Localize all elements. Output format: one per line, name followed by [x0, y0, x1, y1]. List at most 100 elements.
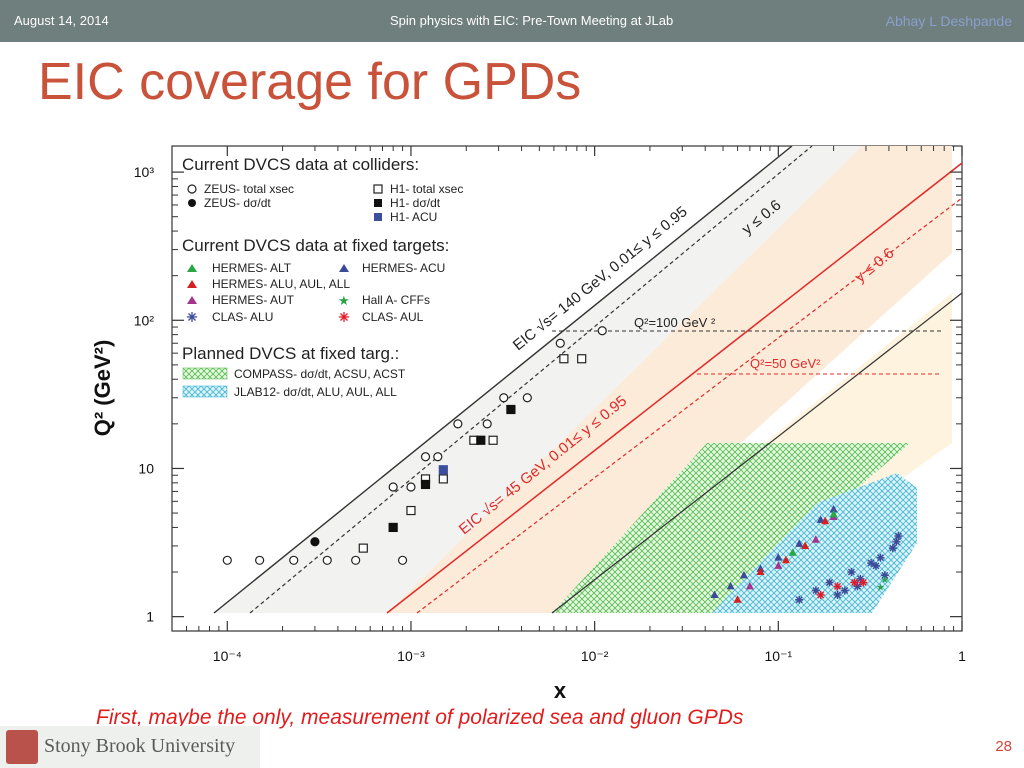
- point-zeus-total: [597, 326, 607, 336]
- legend-zeus-dsdt-marker: [188, 199, 196, 207]
- legend-h1-dsdt-marker: [374, 199, 382, 207]
- eic140-boundary-line: [213, 146, 793, 614]
- y-tick-label: 10³: [134, 164, 155, 180]
- legend-clas-alu-marker: [187, 312, 197, 322]
- point-zeus-total: [482, 419, 492, 429]
- point-clas-alu: [888, 544, 897, 553]
- legend-halla-cff: Hall A- CFFs: [362, 293, 430, 307]
- point-h1-total: [577, 354, 587, 364]
- legend-hermes-alt-marker: [187, 264, 197, 272]
- point-hermes-aut: [774, 561, 783, 569]
- point-hermes-alt: [788, 548, 797, 556]
- y-tick-label: 10²: [134, 312, 155, 328]
- point-clas-alu: [867, 559, 876, 568]
- point-h1-dsdt: [388, 522, 398, 533]
- point-clas-alu: [853, 582, 862, 591]
- point-clas-alu: [795, 595, 804, 604]
- annotation-q2-100: Q²=100 GeV ²: [634, 315, 716, 330]
- point-h1-dsdt: [506, 404, 516, 415]
- point-h1-total: [438, 474, 448, 484]
- legend-h1-dsdt: H1- dσ/dt: [390, 196, 441, 210]
- eic45-boundary-line: [386, 162, 962, 614]
- university-name: Stony Brook University: [44, 735, 236, 757]
- eic140-y06-line: [249, 146, 813, 614]
- point-hermes-alu: [821, 516, 830, 525]
- author-name: Abhay L Deshpande: [885, 13, 1012, 29]
- point-zeus-total: [406, 482, 416, 492]
- point-zeus-total: [555, 338, 565, 348]
- y-tick-label: 1: [146, 609, 154, 625]
- eic45-band: [387, 146, 952, 613]
- legend-hermes-alu: HERMES- ALU, AUL, ALL: [212, 277, 350, 291]
- point-hermes-acu: [829, 504, 838, 513]
- point-zeus-total: [255, 555, 265, 565]
- point-clas-alu: [856, 574, 865, 583]
- point-h1-dsdt: [476, 435, 486, 445]
- point-zeus-total: [397, 555, 408, 565]
- point-clas-alu: [825, 578, 834, 587]
- legend-jlab12: JLAB12- dσ/dt, ALU, AUL, ALL: [234, 385, 397, 399]
- point-h1-total: [358, 543, 368, 553]
- point-zeus-total: [420, 452, 431, 462]
- legend-h1-total-marker: [373, 184, 383, 194]
- point-clas-alu: [880, 571, 889, 580]
- point-hermes-alu: [756, 567, 765, 576]
- point-clas-alu: [847, 568, 856, 577]
- point-zeus-total: [433, 452, 443, 462]
- slide-title: EIC coverage for GPDs: [38, 53, 582, 111]
- legend-fixed-header: Current DVCS data at fixed targets:: [182, 236, 449, 255]
- point-h1-total: [406, 505, 416, 516]
- legend-jlab12-swatch: [182, 385, 228, 398]
- legend-hermes-acu: HERMES- ACU: [362, 261, 445, 275]
- point-h1-dsdt: [420, 479, 431, 490]
- point-h1-total: [559, 354, 569, 364]
- point-hermes-alu: [781, 555, 790, 564]
- y-axis-label: Q² (GeV²): [90, 340, 115, 437]
- annotation-q2-50: Q²=50 GeV²: [750, 356, 821, 371]
- point-hermes-alt: [829, 509, 838, 518]
- point-hermes-acu: [710, 590, 719, 598]
- point-clas-alu: [876, 553, 885, 562]
- legend-colliders-header: Current DVCS data at colliders:: [182, 155, 419, 174]
- chart-container: 10⁻⁴ 10⁻³ 10⁻² 10⁻¹ 1 1 10 10² 10³ ★ ★ EIC √s= 14…: [72, 143, 980, 703]
- slide-date: August 14, 2014: [14, 13, 109, 28]
- x-tick-label: 1: [958, 648, 966, 664]
- point-halla-cff: ★: [880, 575, 889, 586]
- point-h1-total: [488, 435, 498, 445]
- legend-compass: COMPASS- dσ/dt, ACSU, ACST: [234, 367, 406, 381]
- legend-hermes-alt: HERMES- ALT: [212, 261, 292, 275]
- axes: 10⁻⁴ 10⁻³ 10⁻² 10⁻¹ 1 1 10 10² 10³: [134, 146, 966, 664]
- x-tick-label: 10⁻³: [397, 648, 425, 664]
- point-zeus-total: [351, 555, 361, 565]
- point-clas-alu: [871, 561, 880, 570]
- point-clas-aul: [850, 578, 859, 587]
- slide-caption: First, maybe the only, measurement of po…: [96, 706, 744, 729]
- jlab12-region: [712, 473, 917, 613]
- point-hermes-alu: [801, 541, 810, 549]
- point-zeus-total: [289, 555, 299, 565]
- point-hermes-alu: [733, 595, 742, 603]
- legend-clas-aul: CLAS- AUL: [362, 310, 424, 324]
- point-zeus-total: [222, 555, 232, 565]
- point-clas-alu: [811, 586, 820, 595]
- x-tick-label: 10⁻⁴: [213, 648, 242, 664]
- point-zeus-total: [322, 555, 332, 565]
- point-zeus-total: [453, 419, 463, 429]
- point-hermes-aut: [811, 535, 820, 543]
- x-tick-label: 10⁻²: [581, 648, 609, 664]
- point-zeus-total: [388, 482, 398, 492]
- compass-region: [552, 443, 910, 613]
- legend-h1-total: H1- total xsec: [390, 182, 463, 196]
- legend-hermes-alu-marker: [187, 280, 197, 288]
- legend-zeus-total: ZEUS- total xsec: [204, 182, 294, 196]
- eic140-band: [214, 146, 862, 613]
- legend-clas-alu: CLAS- ALU: [212, 310, 273, 324]
- point-hermes-acu: [816, 515, 825, 523]
- legend-h1-acu: H1- ACU: [390, 210, 437, 224]
- point-hermes-acu: [795, 539, 804, 547]
- legend-halla-cff-marker: ★: [338, 293, 350, 308]
- point-zeus-dsdt: [310, 537, 320, 547]
- point-halla-cff: ★: [876, 582, 885, 593]
- x-tick-label: 10⁻¹: [765, 648, 793, 664]
